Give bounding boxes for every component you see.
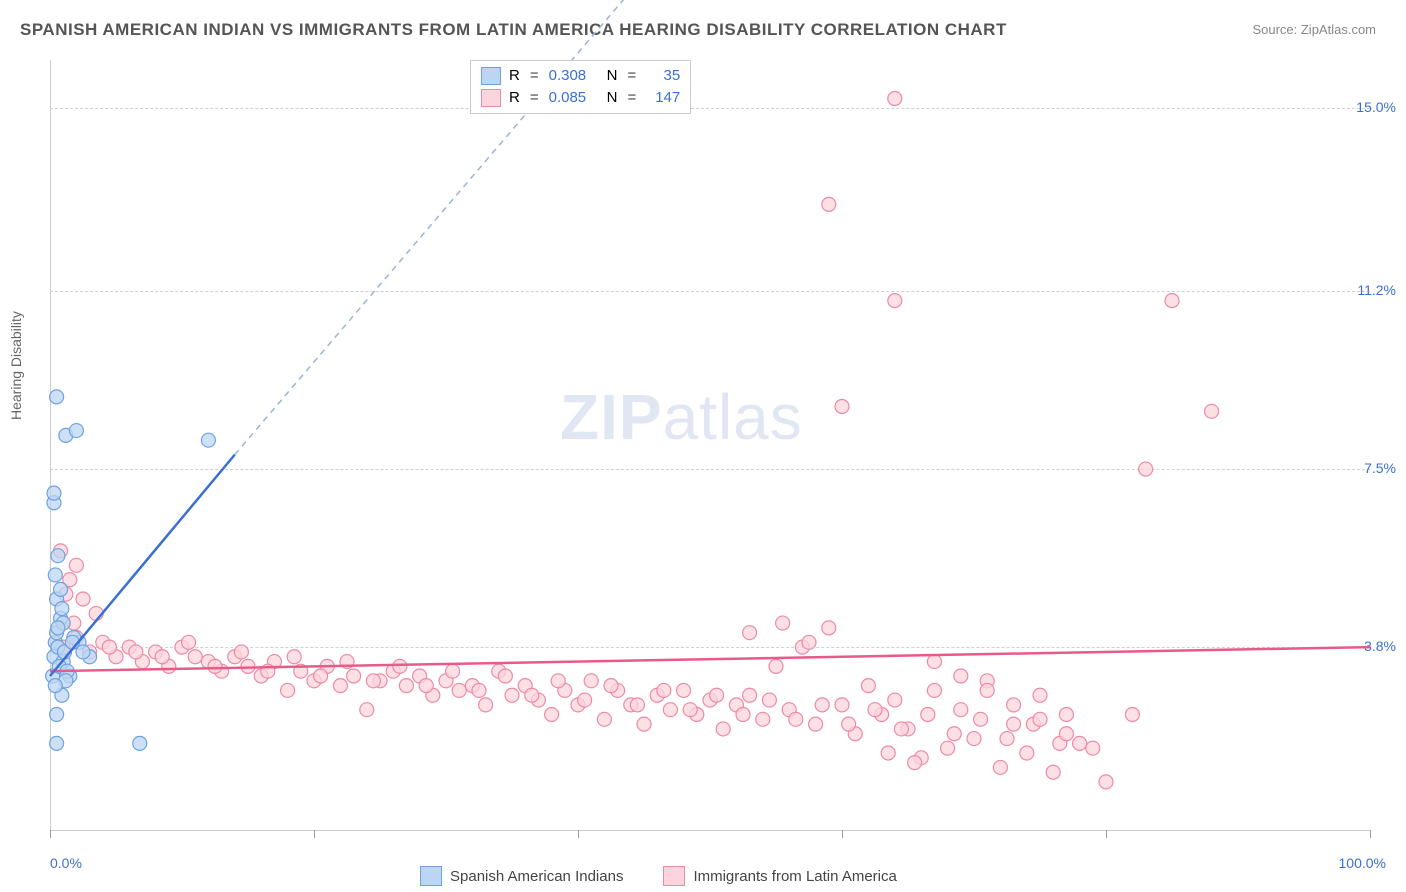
legend-eq: =: [530, 65, 539, 87]
trend-lines: [50, 0, 1370, 676]
series-immigrants: [54, 92, 1219, 789]
x-tick: [1106, 830, 1107, 838]
legend-row-series1: R = 0.308 N = 35: [481, 65, 680, 87]
legend-swatch-pink: [481, 89, 501, 107]
legend-eq: =: [627, 65, 636, 87]
x-axis-line: [50, 830, 1370, 831]
series-legend: Spanish American Indians Immigrants from…: [420, 866, 897, 886]
legend-eq: =: [530, 87, 539, 109]
legend-R-label: R: [509, 65, 520, 87]
x-tick: [842, 830, 843, 838]
legend-item-1: Spanish American Indians: [420, 866, 623, 886]
x-tick: [314, 830, 315, 838]
legend-label-1: Spanish American Indians: [450, 868, 623, 885]
legend-R-value-2: 0.085: [549, 87, 599, 109]
legend-row-series2: R = 0.085 N = 147: [481, 87, 680, 109]
legend-N-label: N: [607, 87, 618, 109]
x-tick-label-max: 100.0%: [1339, 855, 1386, 871]
x-tick: [1370, 830, 1371, 838]
legend-N-label: N: [607, 65, 618, 87]
legend-swatch-blue: [481, 67, 501, 85]
legend-label-2: Immigrants from Latin America: [693, 868, 896, 885]
legend-item-2: Immigrants from Latin America: [663, 866, 896, 886]
y-axis-label: Hearing Disability: [8, 311, 24, 420]
scatter-plot: [50, 60, 1370, 830]
correlation-legend: R = 0.308 N = 35 R = 0.085 N = 147: [470, 60, 691, 114]
legend-N-value-2: 147: [646, 87, 680, 109]
legend-R-label: R: [509, 87, 520, 109]
legend-swatch-blue: [420, 866, 442, 886]
chart-title: SPANISH AMERICAN INDIAN VS IMMIGRANTS FR…: [20, 20, 1007, 40]
x-tick: [50, 830, 51, 838]
legend-eq: =: [627, 87, 636, 109]
legend-N-value-1: 35: [646, 65, 680, 87]
x-tick: [578, 830, 579, 838]
legend-R-value-1: 0.308: [549, 65, 599, 87]
x-tick-label-min: 0.0%: [50, 855, 82, 871]
legend-swatch-pink: [663, 866, 685, 886]
source-attribution: Source: ZipAtlas.com: [1252, 22, 1376, 37]
